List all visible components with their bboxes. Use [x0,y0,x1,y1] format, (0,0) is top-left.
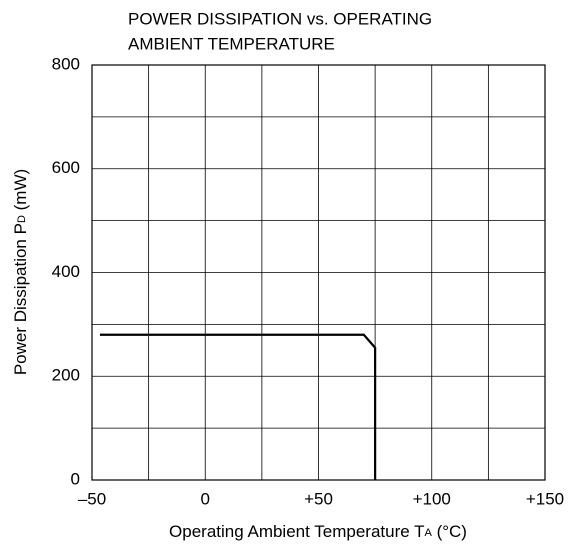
x-tick-label: +50 [304,489,333,508]
y-axis-label: Power Dissipation PD (mW) [11,169,30,375]
chart-title: AMBIENT TEMPERATURE [128,34,335,53]
x-axis-label-unit: (°C) [432,522,467,541]
x-axis-label: Operating Ambient Temperature TA (°C) [169,522,467,541]
x-axis-label-text: Operating Ambient Temperature T [169,522,424,541]
line-series [99,333,377,480]
y-tick-label: 200 [52,366,80,385]
x-tick-label: +150 [526,489,564,508]
plot-border [91,64,546,481]
x-tick-label: –50 [78,489,106,508]
y-axis-label-sub: D [16,215,28,223]
y-axis-label-unit: (mW) [11,169,30,215]
y-axis-label-text: Power Dissipation P [11,223,30,375]
y-tick-label: 0 [71,469,80,488]
x-tick-label: +100 [413,489,451,508]
x-tick-label: 0 [201,489,210,508]
chart-title: POWER DISSIPATION vs. OPERATING [128,9,432,28]
x-axis-label-sub: A [425,527,433,539]
y-tick-label: 600 [52,158,80,177]
y-tick-label: 400 [52,262,80,281]
y-tick-label: 800 [52,54,80,73]
